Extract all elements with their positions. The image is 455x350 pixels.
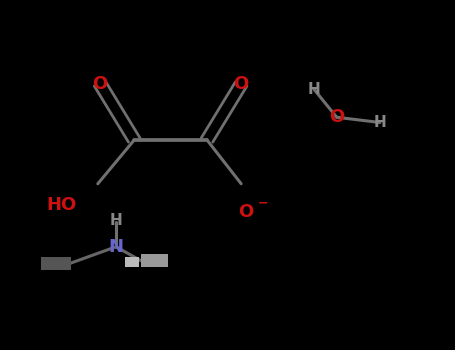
Text: H: H: [308, 82, 320, 97]
Bar: [41, 257, 71, 270]
Text: HO: HO: [46, 196, 76, 214]
Text: −: −: [258, 196, 268, 210]
Text: O: O: [233, 75, 249, 93]
Text: H: H: [374, 115, 386, 130]
Text: N: N: [109, 238, 123, 256]
Bar: [125, 257, 139, 267]
Bar: [141, 254, 168, 267]
Text: H: H: [110, 213, 122, 228]
Text: O: O: [92, 75, 108, 93]
Text: O: O: [238, 203, 253, 221]
Text: O: O: [329, 108, 344, 126]
